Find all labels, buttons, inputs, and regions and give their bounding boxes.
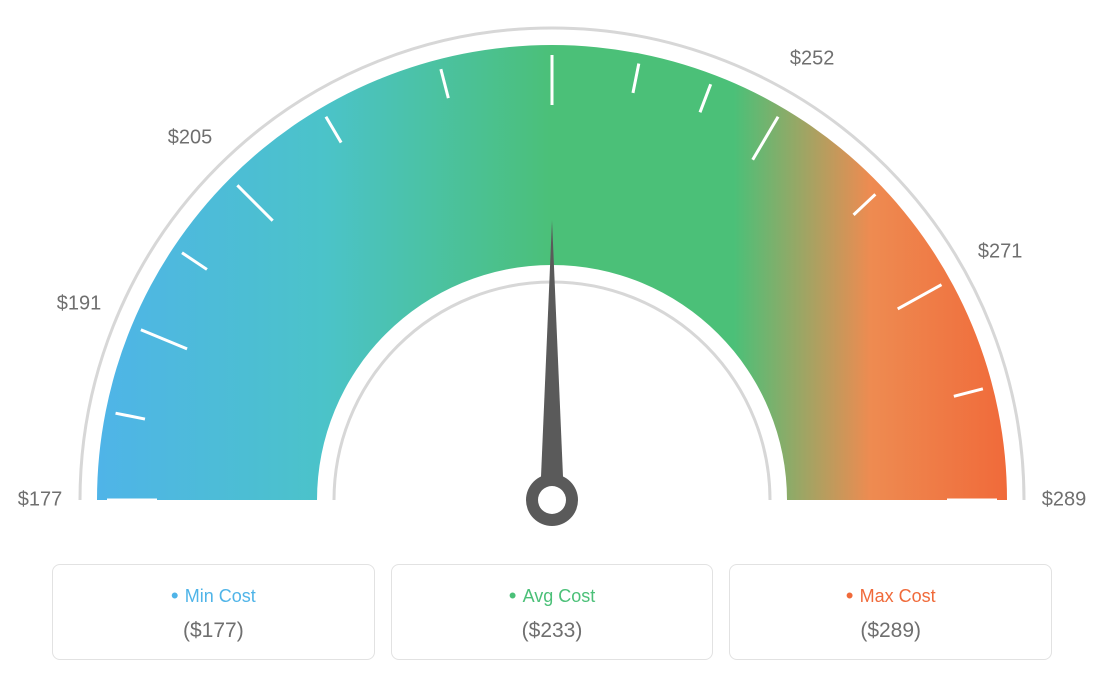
gauge-tick-label: $191	[57, 293, 102, 316]
min-cost-label: Min Cost	[53, 583, 374, 609]
gauge-chart: $177$191$205$233$252$271$289	[0, 0, 1104, 560]
avg-cost-label: Avg Cost	[392, 583, 713, 609]
gauge-tick-label: $205	[168, 126, 213, 149]
gauge-tick-label: $271	[978, 241, 1023, 264]
avg-cost-card: Avg Cost ($233)	[391, 564, 714, 660]
gauge-tick-label: $177	[18, 489, 63, 512]
max-cost-value: ($289)	[730, 619, 1051, 643]
gauge-svg	[0, 10, 1104, 570]
gauge-tick-label: $289	[1042, 489, 1087, 512]
avg-cost-value: ($233)	[392, 619, 713, 643]
max-cost-card: Max Cost ($289)	[729, 564, 1052, 660]
min-cost-value: ($177)	[53, 619, 374, 643]
max-cost-label: Max Cost	[730, 583, 1051, 609]
min-cost-card: Min Cost ($177)	[52, 564, 375, 660]
cost-summary-cards: Min Cost ($177) Avg Cost ($233) Max Cost…	[52, 564, 1052, 660]
gauge-tick-label: $252	[790, 48, 835, 71]
